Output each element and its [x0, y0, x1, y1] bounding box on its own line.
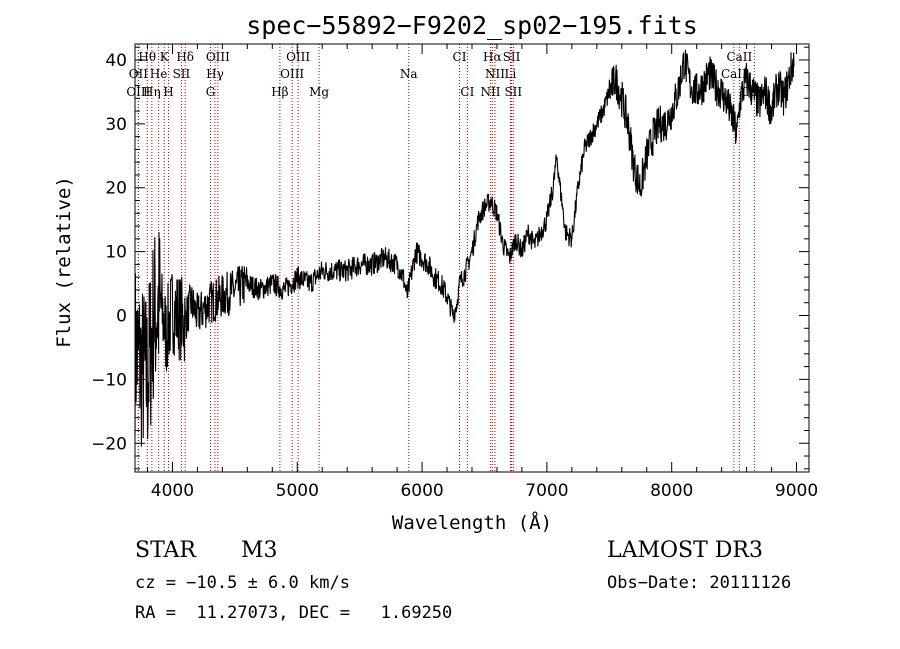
- line-marker-label: G: [206, 85, 216, 99]
- y-tick-label: 40: [105, 51, 127, 71]
- redshift-text: cz = −10.5 ± 6.0 km/s: [135, 573, 350, 593]
- x-tick-label: 9000: [775, 481, 818, 501]
- line-marker-label: Hη: [143, 85, 161, 99]
- line-marker-label: OIII: [126, 85, 150, 99]
- coordinates-text: RA = 11.27073, DEC = 1.69250: [135, 603, 453, 623]
- spectral-subclass: M3: [241, 538, 278, 563]
- line-marker-label: Na: [400, 67, 418, 81]
- y-tick-label: 10: [105, 243, 127, 263]
- line-marker-label: SII: [503, 50, 521, 64]
- line-marker-label: SII: [504, 85, 522, 99]
- line-marker-label: Hθ: [138, 50, 156, 64]
- x-tick-label: 6000: [400, 481, 443, 501]
- line-marker-label: OIII: [280, 67, 304, 81]
- spectrum-chart: spec−55892−F9202_sp02−195.fits Wavelengt…: [53, 11, 818, 534]
- y-tick-label: 20: [105, 179, 127, 199]
- line-marker-label: Mg: [309, 85, 329, 99]
- line-marker-label: CaII: [726, 50, 752, 64]
- line-marker-label: H: [163, 85, 173, 99]
- obs-date-text: Obs−Date: 20111126: [607, 573, 792, 593]
- y-tick-label: 0: [116, 306, 127, 326]
- x-tick-label: 8000: [650, 481, 693, 501]
- line-marker-label: SII: [173, 67, 191, 81]
- x-axis-label: Wavelength (Å): [392, 511, 552, 534]
- line-marker-label: NII: [480, 85, 500, 99]
- line-marker-label: Li: [505, 67, 517, 81]
- line-marker-label: NII: [485, 67, 505, 81]
- plot-frame: [134, 43, 810, 473]
- x-tick-label: 7000: [525, 481, 568, 501]
- line-marker-label: Hα: [483, 50, 502, 64]
- object-class: STAR: [135, 538, 196, 563]
- line-marker-label: OIII: [206, 50, 230, 64]
- line-marker-label: CaII: [721, 67, 747, 81]
- line-marker-label: Hγ: [206, 67, 224, 81]
- y-tick-label: −10: [91, 370, 127, 390]
- line-marker-label: CI: [460, 85, 474, 99]
- y-tick-label: −20: [91, 434, 127, 454]
- y-tick-label: 30: [105, 115, 127, 135]
- line-marker-label: Hβ: [271, 85, 288, 99]
- y-axis-label: Flux (relative): [53, 176, 75, 348]
- line-marker-label: He: [150, 67, 168, 81]
- spectrum-line: [134, 49, 795, 447]
- line-marker-label: OIII: [286, 50, 310, 64]
- line-marker-label: Hδ: [176, 50, 194, 64]
- x-tick-label: 5000: [276, 481, 319, 501]
- line-marker-label: CI: [453, 50, 467, 64]
- survey-label: LAMOST DR3: [607, 538, 763, 563]
- chart-title: spec−55892−F9202_sp02−195.fits: [246, 11, 698, 40]
- x-tick-label: 4000: [151, 481, 194, 501]
- line-marker-label: K: [160, 50, 170, 64]
